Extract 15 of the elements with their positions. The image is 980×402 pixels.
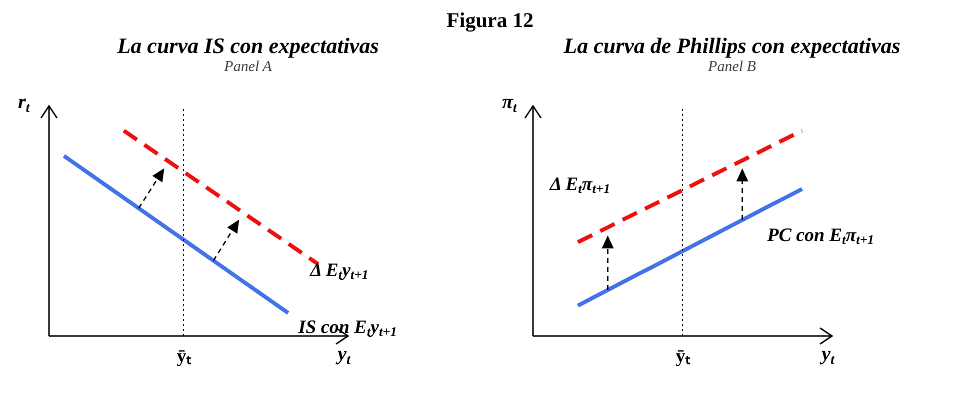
chart-title: La curva de Phillips con expectativas <box>562 33 902 59</box>
x-axis-title: y$_{t}$ <box>820 343 836 368</box>
series-label: Δ E$_{t}$y$_{t+1}$ <box>309 260 368 282</box>
text: ȳₜ <box>176 346 192 367</box>
text: ȳₜ <box>676 346 690 367</box>
y-axis-title: π$_{t}$ <box>502 91 518 116</box>
series-label: Δ E$_{t}$π$_{t+1}$ <box>548 174 610 196</box>
text: Figura 12 <box>446 8 534 33</box>
x-axis-title: y$_{t}$ <box>336 343 352 368</box>
chart-subtitle: Panel A <box>223 59 273 76</box>
series-label: IS con E$_{t}$y$_{t+1}$ <box>297 317 397 340</box>
y-axis-title: r$_{t}$ <box>18 91 31 116</box>
series-label: PC con E$_{t}$π$_{t+1}$ <box>766 224 874 248</box>
chart-title: La curva IS con expectativas <box>116 33 380 59</box>
chart-subtitle: Panel B <box>707 59 757 76</box>
